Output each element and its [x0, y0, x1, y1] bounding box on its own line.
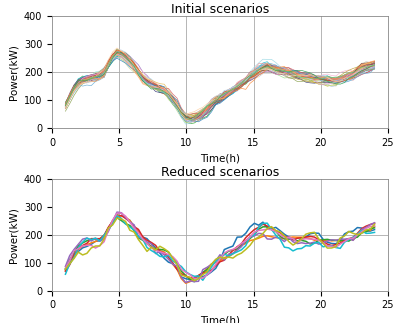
- Y-axis label: Power(kW): Power(kW): [8, 207, 18, 263]
- X-axis label: Time(h): Time(h): [200, 316, 240, 323]
- Title: Reduced scenarios: Reduced scenarios: [161, 166, 279, 179]
- Y-axis label: Power(kW): Power(kW): [8, 44, 18, 100]
- Title: Initial scenarios: Initial scenarios: [171, 3, 269, 16]
- X-axis label: Time(h): Time(h): [200, 153, 240, 163]
